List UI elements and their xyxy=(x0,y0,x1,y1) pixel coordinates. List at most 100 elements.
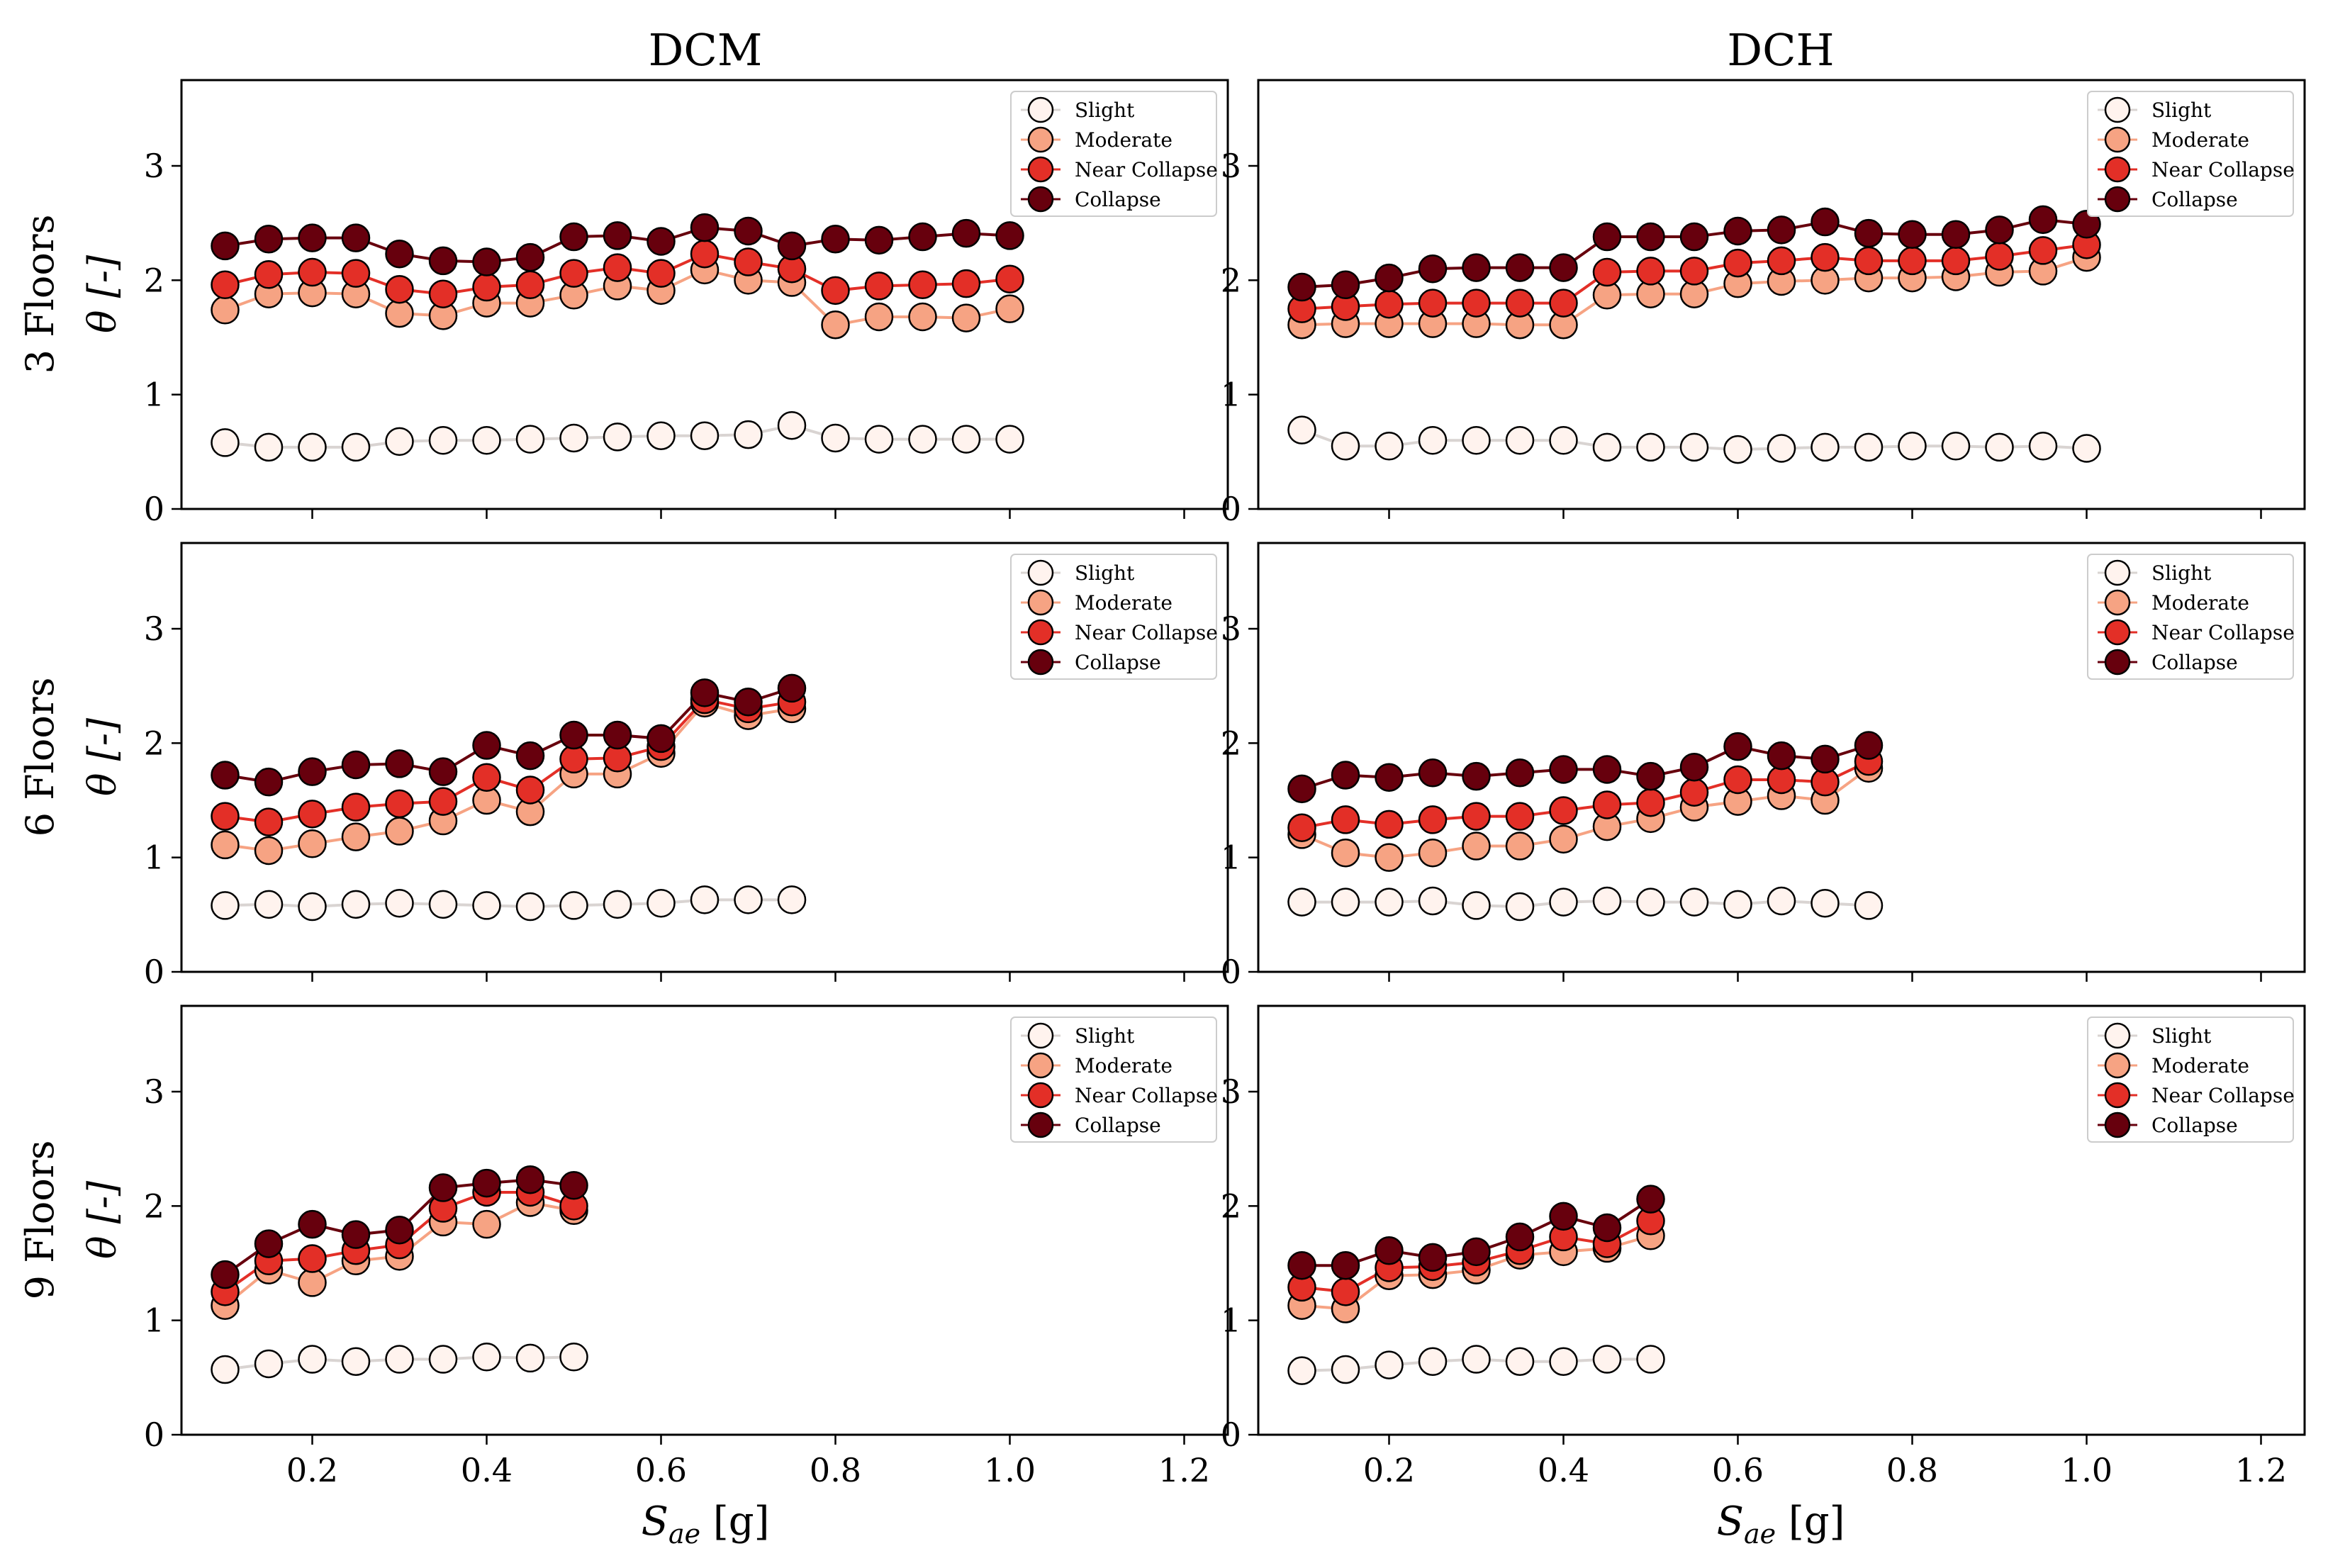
x-tick-label: 0.6 xyxy=(1712,1451,1764,1489)
legend-label-slight: Slight xyxy=(1075,99,1135,122)
legend-marker-collapse xyxy=(2104,649,2131,676)
legend-marker-slight xyxy=(1027,559,1054,586)
legend-marker-slight xyxy=(2104,96,2131,123)
y-tick-label: 3 xyxy=(144,1073,164,1111)
point-slight xyxy=(211,428,240,457)
row-label-9-floors: 9 Floors xyxy=(18,1141,62,1300)
point-slight xyxy=(647,888,676,918)
point-collapse xyxy=(1723,732,1752,761)
point-collapse xyxy=(1418,254,1448,284)
point-collapse xyxy=(1636,761,1665,791)
point-slight xyxy=(734,885,763,914)
point-collapse xyxy=(385,749,414,778)
point-slight xyxy=(1549,1347,1578,1376)
legend-label-near-collapse: Near Collapse xyxy=(2151,621,2295,644)
point-collapse xyxy=(1331,270,1360,300)
point-slight xyxy=(995,425,1024,454)
point-moderate xyxy=(385,817,414,846)
point-slight xyxy=(559,423,588,453)
point-slight xyxy=(428,890,458,919)
panel-6-floors-dcm: 0 1 2 3 Slight Moderate Near Collapse Collapse xyxy=(144,542,1229,991)
point-near-collapse xyxy=(1331,1277,1360,1306)
point-slight xyxy=(1331,432,1360,461)
point-near-collapse xyxy=(1941,246,1971,276)
point-near-collapse xyxy=(341,793,371,822)
point-near-collapse xyxy=(1898,246,1927,276)
legend-label-moderate: Moderate xyxy=(2151,1054,2249,1077)
legend-marker-slight xyxy=(1027,96,1054,123)
legend-marker-moderate xyxy=(2104,126,2131,153)
point-collapse xyxy=(777,673,807,703)
point-collapse xyxy=(647,227,676,256)
point-collapse xyxy=(1549,1202,1578,1231)
point-slight xyxy=(690,885,720,914)
point-moderate xyxy=(254,836,284,866)
point-collapse xyxy=(1898,220,1927,250)
axes-frame xyxy=(1257,542,2306,973)
point-near-collapse xyxy=(1505,289,1535,318)
point-slight xyxy=(254,432,284,462)
legend-marker-collapse xyxy=(2104,1111,2131,1138)
point-collapse xyxy=(2028,205,2058,235)
point-collapse xyxy=(559,720,588,750)
xlabel-right: Sae [g] xyxy=(1717,1499,1845,1550)
point-moderate xyxy=(1375,843,1404,872)
point-slight xyxy=(1331,887,1360,917)
point-near-collapse xyxy=(559,259,588,288)
y-tick-label: 2 xyxy=(1221,724,1241,762)
point-collapse xyxy=(428,757,458,786)
point-near-collapse xyxy=(1287,813,1316,842)
legend-box: Slight Moderate Near Collapse Collapse xyxy=(2087,554,2295,680)
legend-marker-slight xyxy=(2104,1022,2131,1049)
point-slight xyxy=(1723,890,1752,919)
point-collapse xyxy=(1636,1185,1665,1214)
point-collapse xyxy=(515,1165,545,1194)
y-tick-label: 0 xyxy=(1221,953,1241,991)
point-collapse xyxy=(777,231,807,261)
legend-frame xyxy=(1010,91,1217,217)
point-near-collapse xyxy=(1723,248,1752,278)
point-collapse xyxy=(515,242,545,272)
point-collapse xyxy=(1592,755,1622,784)
point-slight xyxy=(1418,886,1448,916)
legend-marker-moderate xyxy=(2104,1052,2131,1079)
point-collapse xyxy=(1505,1222,1535,1252)
point-slight xyxy=(1679,887,1709,917)
point-near-collapse xyxy=(428,787,458,816)
y-tick-label: 2 xyxy=(144,724,164,762)
point-collapse xyxy=(1331,1250,1360,1280)
y-tick-label: 1 xyxy=(1221,1301,1241,1340)
point-near-collapse xyxy=(647,259,676,288)
point-moderate xyxy=(211,830,240,860)
point-near-collapse xyxy=(1592,790,1622,819)
point-slight xyxy=(1375,1350,1404,1379)
point-slight xyxy=(1505,1347,1535,1376)
xlabel-left: Sae [g] xyxy=(642,1499,770,1550)
point-slight xyxy=(341,890,371,919)
point-slight xyxy=(734,420,763,449)
point-collapse xyxy=(1505,253,1535,282)
point-collapse xyxy=(1418,1243,1448,1272)
point-near-collapse xyxy=(1462,289,1491,318)
x-tick-label: 0.8 xyxy=(1886,1451,1938,1489)
legend-label-near-collapse: Near Collapse xyxy=(1075,621,1218,644)
legend-box: Slight Moderate Near Collapse Collapse xyxy=(1010,1017,1218,1143)
point-moderate xyxy=(211,296,240,325)
axes-frame xyxy=(180,542,1229,973)
point-slight xyxy=(777,885,807,914)
point-collapse xyxy=(1592,1213,1622,1243)
y-tick-label: 3 xyxy=(1221,610,1241,648)
panel-6-floors-dch: 0 1 2 3 Slight Moderate Near Collapse Collapse xyxy=(1221,542,2306,991)
point-collapse xyxy=(559,222,588,252)
point-moderate xyxy=(1331,838,1360,868)
y-tick-label: 2 xyxy=(1221,261,1241,299)
point-collapse xyxy=(1679,752,1709,782)
point-collapse xyxy=(341,750,371,780)
point-collapse xyxy=(864,225,894,255)
point-near-collapse xyxy=(690,239,720,269)
legend-marker-slight xyxy=(1027,1022,1054,1049)
legend-label-moderate: Moderate xyxy=(2151,128,2249,152)
point-slight xyxy=(1462,1345,1491,1374)
legend-label-moderate: Moderate xyxy=(1075,128,1173,152)
point-near-collapse xyxy=(1462,802,1491,831)
